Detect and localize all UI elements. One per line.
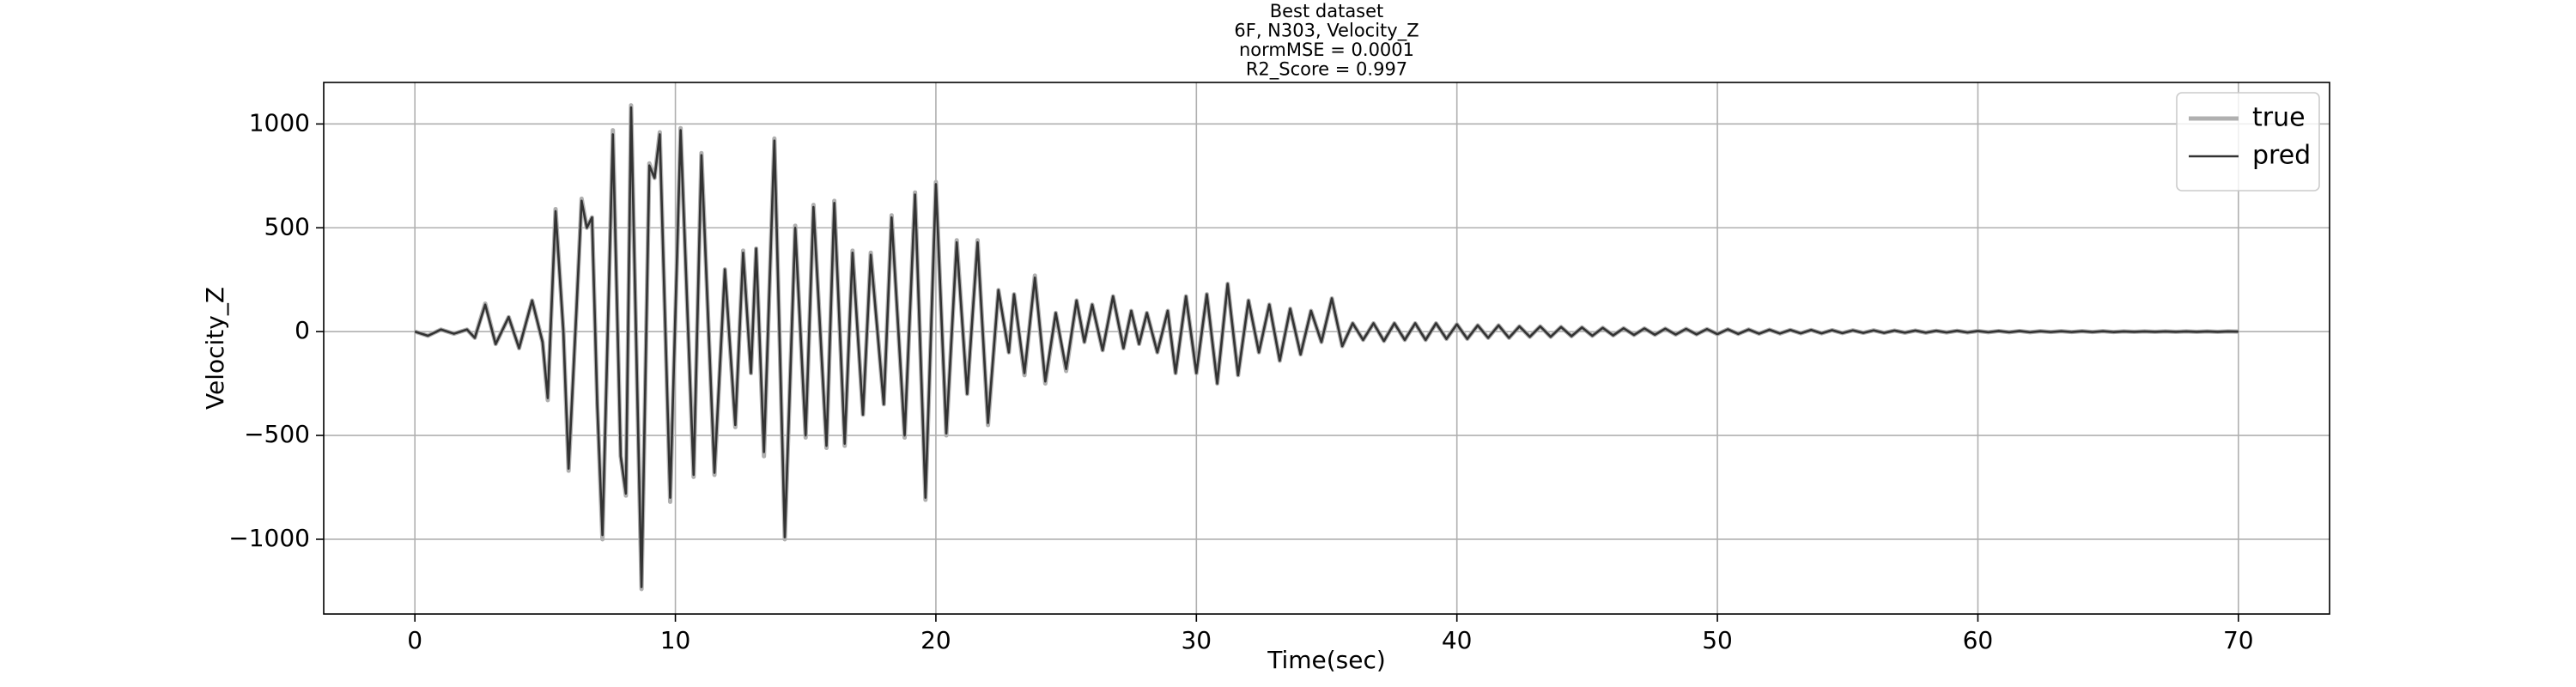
x-tick-label: 50 [1702,626,1733,654]
chart-title: normMSE = 0.0001 [1239,40,1414,60]
x-tick-label: 30 [1181,626,1212,654]
legend-label: true [2252,103,2306,133]
y-tick-label: −500 [244,420,310,448]
x-tick-label: 60 [1963,626,1994,654]
series-line [414,106,2239,588]
x-tick-label: 10 [660,626,691,654]
y-tick-label: 1000 [249,108,310,137]
y-axis-label: Velocity_Z [201,287,229,410]
y-tick-label: 500 [264,212,310,240]
x-tick-label: 40 [1442,626,1473,654]
plot-frame [323,82,2330,615]
x-axis-label: Time(sec) [1267,646,1386,674]
legend-label: pred [2252,141,2311,171]
chart-title: R2_Score = 0.997 [1246,59,1407,81]
chart-title: Best dataset [1270,1,1384,21]
y-tick-label: 0 [295,316,310,344]
x-tick-label: 20 [920,626,951,654]
x-tick-label: 0 [407,626,422,654]
x-tick-label: 70 [2223,626,2254,654]
chart-title: 6F, N303, Velocity_Z [1234,21,1419,42]
y-tick-label: −1000 [228,524,310,552]
